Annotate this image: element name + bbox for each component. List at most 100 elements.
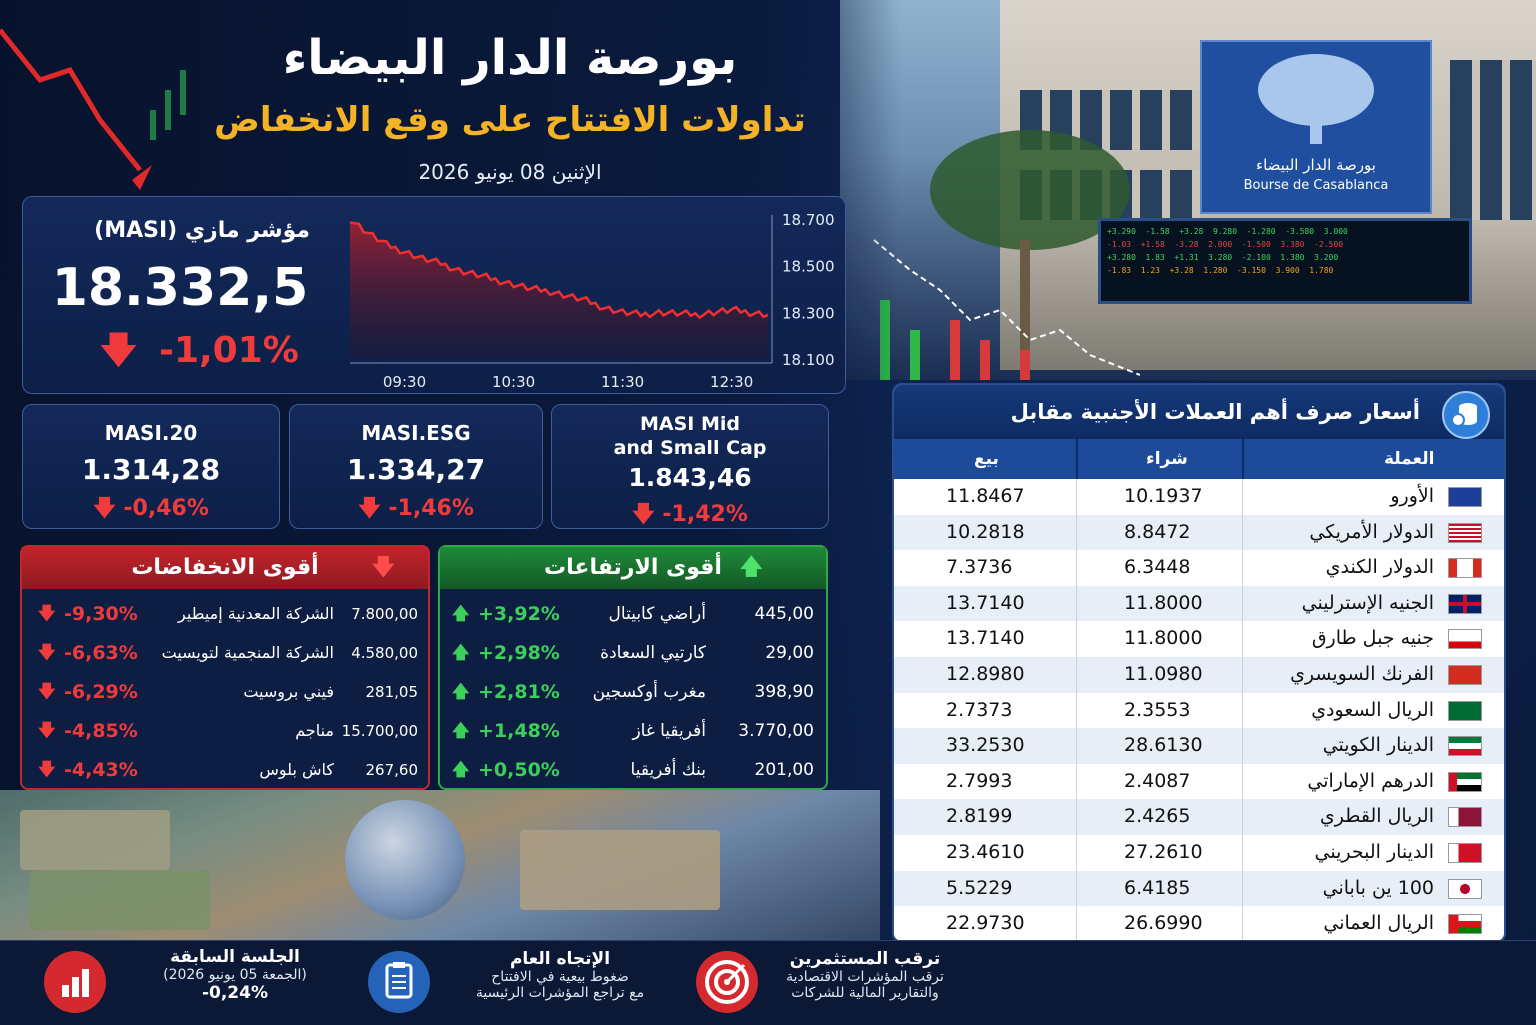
fx-sell: 13.7140 [946,591,1025,614]
mover-price: 398,90 [754,682,814,702]
fx-currency: الدولار الأمريكي [1309,520,1434,543]
fx-row: الدينار الكويتي 28.6130 33.2530 [894,728,1504,765]
fx-buy: 8.8472 [1124,520,1191,543]
decor-bars-right [873,239,1141,380]
losers-header: أقوى الانخفاضات 🡇 [22,547,428,589]
index-name: MASI.20 [104,421,198,445]
footer-investors-line1: ترقب المؤشرات الاقتصادية [786,969,944,985]
flag-eu-icon [1448,487,1482,507]
mover-price: 281,05 [365,683,419,701]
fx-title: أسعار صرف أهم العملات الأجنبية مقابل الد… [1010,400,1420,478]
clipboard-icon [368,951,430,1013]
chart-x-tick: 09:30 [383,373,426,390]
fx-currency: الدرهم الإماراتي [1307,769,1434,792]
gainers-title: أقوى الارتفاعات [544,555,722,580]
mover-change: -6,63% [64,642,138,664]
flag-gb-icon [1448,593,1482,614]
flag-qa-icon [1448,807,1482,828]
flag-bh-icon [1448,843,1482,863]
mover-name: مناجم [295,721,334,740]
index-change: 🡇 -0,46% [93,496,209,521]
mover-change: -6,29% [64,681,138,703]
fx-currency: الريال السعودي [1311,698,1434,721]
arrow-down-icon: 🡇 [93,496,124,521]
target-icon [696,951,758,1013]
fx-buy: 11.0980 [1124,663,1203,685]
fx-buy: 11.8000 [1124,591,1203,614]
fx-row: الأورو 10.1937 11.8467 [894,479,1504,516]
footer-bar: ترقب المستثمرين ترقب المؤشرات الاقتصادية… [0,940,1536,1025]
masi-name: مؤشر مازي (MASI) [94,218,310,243]
chart-y-tick: 18.500 [782,258,835,276]
fx-sell: 7.3736 [946,556,1013,579]
index-value: 1.843,46 [628,463,752,492]
mover-price: 4.580,00 [351,644,418,662]
footer-previous-title: الجلسة السابقة [170,947,300,967]
footer-trend-line2: مع تراجع المؤشرات الرئيسية [475,985,645,1001]
masi-chart: 09:30 10:30 11:30 12:30 18.700 18.500 18.300 1… [349,211,835,390]
fx-sell: 2.7373 [946,698,1013,721]
building-windows [1450,60,1536,220]
mover-change: +2,81% [478,681,560,703]
fx-row: الريال القطري 2.4265 2.8199 [894,799,1504,836]
footer-investors-title: ترقب المستثمرين [789,949,941,969]
banknote [20,810,170,870]
mover-change: +3,92% [478,603,560,625]
fx-row: 100 ين باباني 6.4185 5.5229 [894,870,1504,908]
fx-sell: 22.9730 [946,912,1025,935]
glass-globe [345,800,465,920]
banknote [520,830,720,910]
footer-investors: ترقب المستثمرين ترقب المؤشرات الاقتصادية… [770,949,960,1001]
fx-column-headers: العملة شراء بيع [894,439,1504,479]
losers-title: أقوى الانخفاضات [131,555,319,580]
mover-price: 445,00 [754,604,814,624]
arrow-down-icon: 🡇 [38,682,56,702]
background-money-photo [0,790,880,940]
arrow-down-icon: 🡇 [38,643,56,663]
fx-buy: 2.3553 [1124,698,1191,721]
mover-row: 3.770,00 أفريقيا غاز 🡅 +1,48% [440,712,826,750]
index-value: 1.334,27 [346,453,486,486]
fx-sell: 10.2818 [946,520,1025,543]
mover-row: 201,00 بنك أفريقيا 🡅 +0,50% [440,751,826,789]
fx-table: أسعار صرف أهم العملات الأجنبية مقابل الد… [892,383,1506,943]
index-name: MASI.ESG [361,421,471,445]
mover-name: كارتيي السعادة [600,643,706,663]
index-name-line1: MASI Mid [639,413,740,435]
mover-name: الشركة المنجمية لتويسيت [161,643,334,662]
chart-x-tick: 10:30 [492,373,535,390]
fx-buy: 27.2610 [1124,841,1203,863]
flag-ch-icon [1448,665,1482,685]
arrow-down-icon: 🡇 [38,721,56,741]
fx-col-currency: العملة [1384,449,1435,469]
mover-price: 29,00 [765,643,814,663]
mover-row: 15.700,00 مناجم 🡇 -4,85% [22,712,428,750]
arrow-down-icon: 🡇 [38,604,56,624]
mover-price: 15.700,00 [341,722,418,740]
flag-ae-icon [1448,771,1482,792]
mover-name: مغرب أوكسجين [592,682,706,702]
palm-trunk [1020,240,1030,380]
mover-name: كاش بلوس [259,760,334,779]
mover-change: +1,48% [478,720,560,742]
sign-arabic: بورصة الدار البيضاء [1256,156,1376,174]
flag-kw-icon [1448,736,1482,757]
index-change: 🡇 -1,42% [632,502,748,527]
fx-row: الريال السعودي 2.3553 2.7373 [894,692,1504,730]
mover-row: 445,00 أراضي كابيتال 🡅 +3,92% [440,595,826,633]
fx-sell: 11.8467 [946,485,1025,507]
fx-currency: جنيه جبل طارق [1311,627,1434,650]
fx-buy: 2.4087 [1124,769,1191,792]
fx-currency: الأورو [1390,485,1434,507]
mover-row: 281,05 فيني بروسيت 🡇 -6,29% [22,673,428,711]
fx-row: الدرهم الإماراتي 2.4087 2.7993 [894,763,1504,801]
fx-sell: 5.5229 [946,876,1013,899]
arrow-up-icon: 🡅 [452,721,470,741]
fx-buy: 10.1937 [1124,485,1203,507]
fx-row: الدولار الكندي 6.3448 7.3736 [894,550,1504,587]
coins-icon [1442,391,1490,439]
mover-row: 267,60 كاش بلوس 🡇 -4,43% [22,751,428,789]
arrow-up-icon: 🡅 [452,643,470,663]
fx-currency: الريال العماني [1323,912,1434,935]
palm-tree [930,130,1130,250]
